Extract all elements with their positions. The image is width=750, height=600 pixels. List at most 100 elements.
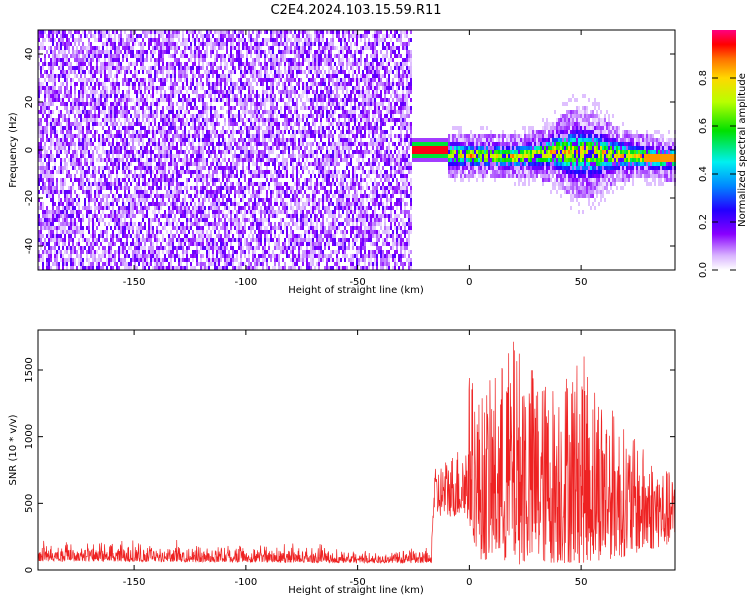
spectrogram-cell (264, 30, 266, 34)
spectrogram-cell (120, 238, 122, 242)
spectrogram-cell (114, 30, 116, 34)
spectrogram-cell (182, 98, 184, 102)
spectrogram-cell (52, 62, 54, 66)
spectrogram-cell (42, 258, 44, 262)
spectrogram-cell (140, 134, 142, 138)
spectrogram-cell (160, 222, 162, 226)
spectrogram-cell (112, 238, 114, 242)
spectrogram-cell (158, 138, 160, 142)
spectrogram-cell (240, 102, 242, 106)
spectrogram-cell (98, 134, 100, 138)
spectrogram-cell (118, 210, 120, 214)
spectrogram-cell (58, 242, 60, 246)
spectrogram-cell (224, 194, 226, 198)
spectrogram-cell (114, 258, 116, 262)
spectrogram-cell (142, 102, 144, 106)
spectrogram-cell (116, 46, 118, 50)
spectrogram-cell (262, 254, 264, 258)
spectrogram-cell (98, 154, 100, 158)
spectrogram-cell (242, 86, 244, 90)
spectrogram-cell (86, 130, 88, 134)
spectrogram-cell (148, 122, 150, 126)
spectrogram-cell (110, 146, 112, 150)
spectrogram-cell (66, 222, 68, 226)
spectrogram-cell (158, 238, 160, 242)
spectrogram-cell (84, 46, 86, 50)
spectrogram-cell (76, 250, 78, 254)
spectrogram-cell (214, 266, 216, 270)
spectrogram-cell (78, 166, 80, 170)
spectrogram-cell (146, 50, 148, 54)
spectrogram-cell (178, 46, 180, 50)
spectrogram-cell (70, 234, 72, 238)
spectrogram-cell (270, 38, 272, 42)
spectrogram-cell (228, 30, 230, 34)
spectrogram-cell (188, 58, 190, 62)
spectrogram-cell (184, 110, 186, 114)
spectrogram-cell (222, 78, 224, 82)
spectrogram-cell (38, 266, 40, 270)
spectrogram-cell (264, 250, 266, 254)
spectrogram-cell (56, 98, 58, 102)
spectrogram-cell (42, 266, 44, 270)
spectrogram-cell (56, 90, 58, 94)
spectrogram-cell (212, 238, 214, 242)
spectrogram-cell (166, 106, 168, 110)
spectrogram-cell (154, 102, 156, 106)
spectrogram-cell (62, 142, 64, 146)
spectrogram-cell (174, 130, 176, 134)
spectrogram-cell (232, 82, 234, 86)
spectrogram-cell (146, 106, 148, 110)
spectrogram-cell (240, 118, 242, 122)
spectrogram-cell (74, 258, 76, 262)
spectrogram-cell (72, 50, 74, 54)
spectrogram-cell (118, 158, 120, 162)
spectrogram-cell (246, 46, 248, 50)
spectrogram-cell (46, 258, 48, 262)
spectrogram-cell (150, 158, 152, 162)
spectrogram-cell (110, 214, 112, 218)
spectrogram-cell (252, 170, 254, 174)
spectrogram-cell (242, 186, 244, 190)
spectrogram-cell (178, 62, 180, 66)
spectrogram-cell (246, 70, 248, 74)
spectrogram-cell (90, 74, 92, 78)
spectrogram-cell (96, 258, 98, 262)
spectrogram-cell (250, 174, 252, 178)
spectrogram-cell (52, 206, 54, 210)
spectrogram-cell (186, 138, 188, 142)
spectrogram-cell (50, 98, 52, 102)
spectrogram-cell (210, 118, 212, 122)
spectrogram-cell (142, 162, 144, 166)
spectrogram-cell (230, 110, 232, 114)
spectrogram-cell (160, 70, 162, 74)
spectrogram-cell (206, 174, 208, 178)
spectrogram-cell (200, 258, 202, 262)
spectrogram-cell (176, 190, 178, 194)
spectrogram-cell (246, 210, 248, 214)
spectrogram-cell (92, 218, 94, 222)
spectrogram-cell (46, 62, 48, 66)
spectrogram-cell (54, 54, 56, 58)
spectrogram-cell (60, 186, 62, 190)
spectrogram-cell (150, 186, 152, 190)
spectrogram-cell (116, 142, 118, 146)
spectrogram-cell (224, 146, 226, 150)
spectrogram-cell (176, 182, 178, 186)
spectrogram-cell (228, 178, 230, 182)
spectrogram-cell (138, 134, 140, 138)
spectrogram-cell (232, 154, 234, 158)
spectrogram-cell (238, 210, 240, 214)
spectrogram-cell (80, 266, 82, 270)
spectrogram-cell (54, 30, 56, 34)
spectrogram-cell (166, 230, 168, 234)
spectrogram-cell (148, 222, 150, 226)
spectrogram-cell (230, 238, 232, 242)
spectrogram-cell (54, 142, 56, 146)
spectrogram-cell (158, 58, 160, 62)
spectrogram-cell (84, 30, 86, 34)
spectrogram-cell (100, 182, 102, 186)
spectrogram-cell (204, 118, 206, 122)
spectrogram-cell (46, 118, 48, 122)
spectrogram-cell (220, 210, 222, 214)
